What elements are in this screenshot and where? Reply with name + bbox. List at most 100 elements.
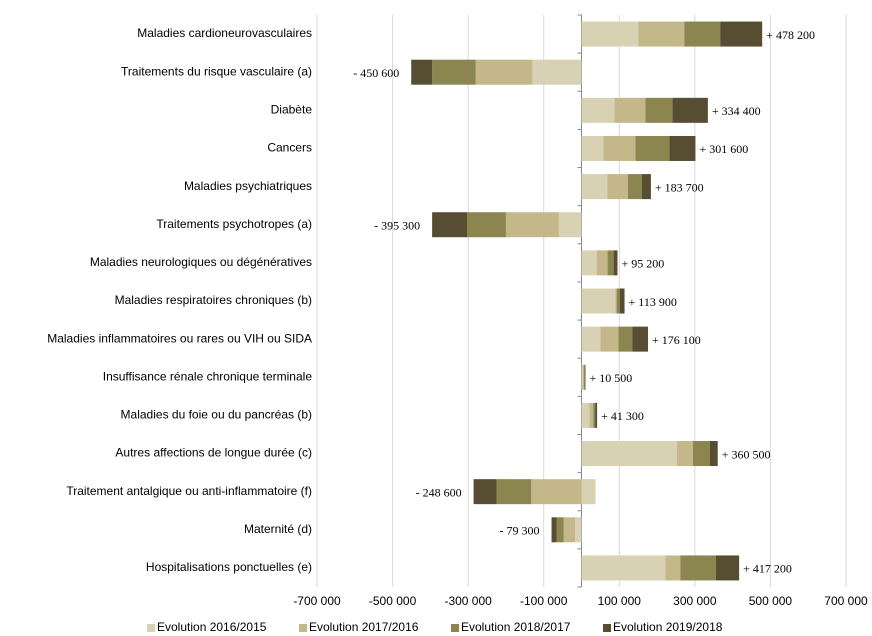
category-label: Traitements psychotropes (a): [156, 217, 312, 231]
bar-segment: [632, 326, 649, 352]
bar-segment: [607, 174, 628, 200]
legend-label: Evolution 2019/2018: [613, 620, 723, 634]
x-tick-label: -300 000: [444, 594, 492, 608]
bar-segment: [618, 326, 633, 352]
bar-segment: [583, 364, 585, 390]
category-label: Insuffisance rénale chronique terminale: [103, 369, 313, 383]
bar-segment: [638, 21, 685, 47]
total-label: + 360 500: [722, 447, 771, 461]
total-label: - 450 600: [353, 66, 399, 80]
category-label: Maladies du foie ou du pancréas (b): [121, 408, 312, 422]
category-label: Diabète: [271, 103, 313, 117]
bar-segment: [581, 555, 666, 581]
bar-segment: [584, 364, 586, 390]
bar-segment: [581, 288, 616, 314]
total-label: + 176 100: [652, 333, 701, 347]
bar-segment: [582, 364, 584, 390]
bar-segment: [475, 59, 533, 85]
total-label: + 113 900: [629, 295, 677, 309]
x-tick-label: -700 000: [293, 594, 341, 608]
bar-segment: [665, 555, 681, 581]
bar-segment: [581, 135, 604, 161]
bar-segment: [589, 402, 594, 428]
bar-segment: [581, 402, 590, 428]
bar-segment: [676, 441, 693, 467]
total-label: + 334 400: [712, 104, 761, 118]
bar-segment: [709, 441, 718, 467]
bar-segment: [496, 479, 532, 505]
category-label: Cancers: [267, 141, 312, 155]
category-label: Maladies inflammatoires ou rares ou VIH …: [47, 331, 312, 345]
total-label: + 301 600: [699, 142, 748, 156]
bar-segment: [680, 555, 717, 581]
total-label: + 95 200: [621, 257, 664, 271]
bar-segment: [581, 364, 583, 390]
bar-segment: [581, 97, 615, 123]
bar-segment: [641, 174, 651, 200]
bar-segment: [581, 174, 608, 200]
bar-segment: [432, 212, 468, 238]
bar-segment: [581, 479, 596, 505]
bar-segment: [596, 250, 608, 276]
bar-segment: [614, 97, 646, 123]
x-tick-label: 500 000: [749, 594, 793, 608]
bar-segment: [672, 97, 708, 123]
total-label: + 41 300: [601, 409, 644, 423]
bar-segment: [645, 97, 673, 123]
legend-swatch: [451, 624, 459, 632]
x-tick-label: 700 000: [824, 594, 868, 608]
bar-segment: [432, 59, 476, 85]
bar-segment: [593, 402, 596, 428]
x-tick-label: -500 000: [369, 594, 417, 608]
category-label: Autres affections de longue durée (c): [115, 446, 312, 460]
category-label: Traitement antalgique ou anti-inflammato…: [66, 484, 312, 498]
total-label: - 395 300: [374, 218, 420, 232]
category-label: Maladies neurologiques ou dégénératives: [90, 255, 312, 269]
category-label: Maternité (d): [244, 522, 312, 536]
bar-segment: [595, 402, 598, 428]
bar-segment: [627, 174, 642, 200]
bar-segment: [684, 21, 721, 47]
bar-segment: [603, 135, 636, 161]
category-label: Maladies cardioneurovasculaires: [137, 26, 312, 40]
bar-segment: [613, 250, 618, 276]
legend-swatch: [603, 624, 611, 632]
category-label: Maladies respiratoires chroniques (b): [115, 293, 312, 307]
bar-segment: [581, 250, 597, 276]
bar-segment: [692, 441, 710, 467]
bar-segment: [669, 135, 696, 161]
bar-segment: [532, 59, 582, 85]
x-tick-label: 100 000: [598, 594, 642, 608]
bar-segment: [556, 517, 564, 543]
legend-label: Evolution 2016/2015: [157, 620, 267, 634]
bar-segment: [607, 250, 614, 276]
legend-label: Evolution 2017/2016: [309, 620, 419, 634]
total-label: - 79 300: [500, 524, 540, 538]
bar-segment: [581, 441, 677, 467]
bar-segment: [411, 59, 433, 85]
bar-segment: [575, 517, 582, 543]
legend-swatch: [147, 624, 155, 632]
total-label: + 478 200: [766, 28, 815, 42]
bar-segment: [563, 517, 576, 543]
x-tick-label: 300 000: [673, 594, 717, 608]
legend-label: Evolution 2018/2017: [461, 620, 571, 634]
total-label: + 10 500: [589, 371, 632, 385]
bar-segment: [720, 21, 763, 47]
bar-segment: [558, 212, 582, 238]
bar-segment: [716, 555, 740, 581]
legend-swatch: [299, 624, 307, 632]
bar-segment: [635, 135, 670, 161]
bar-segment: [505, 212, 559, 238]
bar-segment: [615, 288, 617, 314]
total-label: + 183 700: [655, 180, 704, 194]
bar-segment: [616, 288, 620, 314]
bar-segment: [473, 479, 497, 505]
bar-segment: [531, 479, 582, 505]
bar-segment: [581, 21, 639, 47]
category-label: Traitements du risque vasculaire (a): [121, 64, 312, 78]
category-label: Hospitalisations ponctuelles (e): [146, 560, 312, 574]
bar-segment: [600, 326, 619, 352]
bar-segment: [551, 517, 557, 543]
